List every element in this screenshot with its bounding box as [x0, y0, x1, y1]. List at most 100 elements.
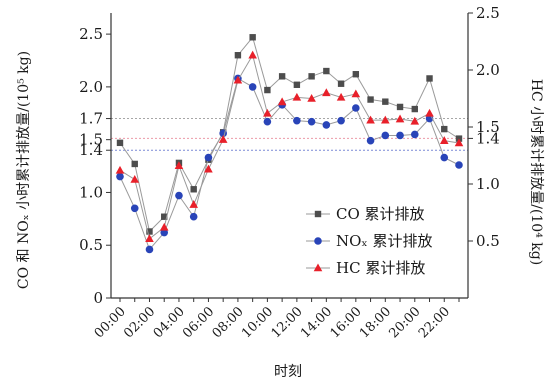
data-point-square	[234, 52, 242, 59]
data-point-triangle	[174, 161, 184, 170]
y-tick-label-left: 2.5	[79, 25, 103, 43]
x-tick-label: 14:00	[298, 304, 335, 341]
data-point-triangle	[159, 222, 169, 231]
data-point-circle	[337, 116, 345, 125]
data-point-square	[382, 98, 389, 105]
x-tick-label: 22:00	[416, 304, 453, 341]
data-point-square	[352, 71, 360, 78]
data-point-square	[116, 139, 124, 147]
y-tick-label-left: 2.0	[79, 78, 103, 96]
data-point-circle	[307, 117, 316, 126]
x-tick-label: 16:00	[328, 304, 365, 341]
y-tick-label-left: 1.5	[79, 131, 103, 149]
reference-lines	[111, 118, 468, 151]
data-point-square	[249, 34, 256, 41]
data-point-circle	[204, 153, 213, 162]
data-point-circle	[322, 121, 331, 129]
data-point-triangle	[248, 50, 257, 59]
data-point-triangle	[366, 115, 375, 124]
legend-label: CO 累计排放	[336, 205, 425, 223]
data-point-square	[411, 105, 418, 113]
data-point-square	[278, 73, 286, 80]
data-point-circle	[189, 212, 198, 221]
y-tick-label-left: 1.7	[79, 110, 103, 128]
data-point-triangle	[322, 88, 331, 97]
y-tick-label-left: 1.4	[79, 141, 103, 159]
series-triangle	[115, 50, 464, 243]
data-point-triangle	[439, 136, 449, 144]
data-point-circle	[381, 131, 390, 140]
y-axis-title-left: CO 和 NOₓ 小时累计排放量/(10⁵ kg)	[16, 51, 32, 289]
data-point-triangle	[130, 174, 140, 183]
y-tick-label-right: 2.0	[476, 61, 500, 79]
data-point-square	[441, 125, 448, 133]
x-tick-label: 06:00	[180, 304, 217, 341]
x-tick-label: 08:00	[210, 304, 247, 341]
data-point-circle	[440, 153, 449, 162]
data-point-triangle	[233, 75, 243, 84]
axes: 00.51.01.41.51.72.02.50.51.01.41.52.02.5…	[79, 4, 500, 341]
y-axis-title-right: HC 小时累计排放量/(10⁴ kg)	[528, 79, 544, 265]
y-tick-label-left: 0	[93, 289, 103, 307]
data-point-triangle	[145, 234, 154, 243]
series-line-circle	[119, 77, 460, 251]
y-tick-label-right: 1.5	[476, 118, 500, 136]
data-point-square	[323, 67, 330, 75]
data-point-square	[337, 80, 345, 87]
series-circle	[116, 74, 463, 254]
data-point-triangle	[351, 89, 361, 98]
legend-marker-square	[314, 210, 322, 218]
y-tick-label-left: 0.5	[79, 236, 103, 254]
data-point-triangle	[277, 97, 287, 106]
data-point-triangle	[204, 164, 213, 173]
x-axis-title: 时刻	[274, 364, 302, 380]
data-point-triangle	[307, 94, 316, 102]
data-point-triangle	[336, 92, 346, 101]
data-point-circle	[248, 83, 257, 91]
y-tick-label-left: 1.0	[79, 183, 103, 201]
data-point-square	[293, 81, 301, 88]
data-point-circle	[366, 136, 375, 145]
data-point-circle	[263, 117, 272, 126]
data-point-triangle	[115, 165, 125, 174]
data-point-square	[146, 228, 153, 235]
legend-marker-circle	[314, 237, 322, 245]
data-point-square	[131, 160, 138, 168]
y-tick-label-right: 2.5	[476, 4, 500, 22]
x-tick-label: 02:00	[121, 304, 158, 341]
y-tick-label-right: 0.5	[476, 232, 500, 250]
data-point-triangle	[395, 114, 405, 123]
data-point-circle	[455, 161, 463, 169]
x-tick-label: 04:00	[151, 304, 188, 341]
data-point-circle	[160, 228, 169, 237]
data-point-square	[426, 75, 433, 82]
legend-label: HC 累计排放	[336, 259, 425, 277]
data-point-circle	[293, 116, 301, 125]
data-point-square	[264, 86, 271, 94]
data-point-circle	[410, 130, 419, 139]
y-tick-label-right: 1.0	[476, 175, 500, 193]
data-point-square	[161, 213, 168, 220]
data-point-triangle	[381, 115, 390, 124]
data-point-circle	[175, 191, 183, 200]
data-point-triangle	[425, 108, 434, 117]
series-square	[116, 34, 463, 235]
data-point-square	[396, 103, 404, 111]
data-point-triangle	[292, 92, 302, 101]
x-tick-label: 00:00	[92, 304, 129, 341]
data-point-square	[367, 96, 374, 103]
data-point-triangle	[454, 138, 464, 147]
legend-marker-triangle	[313, 263, 323, 272]
data-point-triangle	[189, 200, 198, 208]
data-point-square	[308, 73, 315, 80]
x-tick-label: 10:00	[239, 304, 276, 341]
series-layer	[115, 34, 464, 254]
data-point-circle	[116, 172, 124, 181]
x-tick-label: 18:00	[357, 304, 394, 341]
data-point-circle	[396, 131, 404, 140]
data-point-circle	[145, 245, 154, 254]
data-point-triangle	[263, 108, 272, 117]
data-point-triangle	[410, 116, 420, 125]
